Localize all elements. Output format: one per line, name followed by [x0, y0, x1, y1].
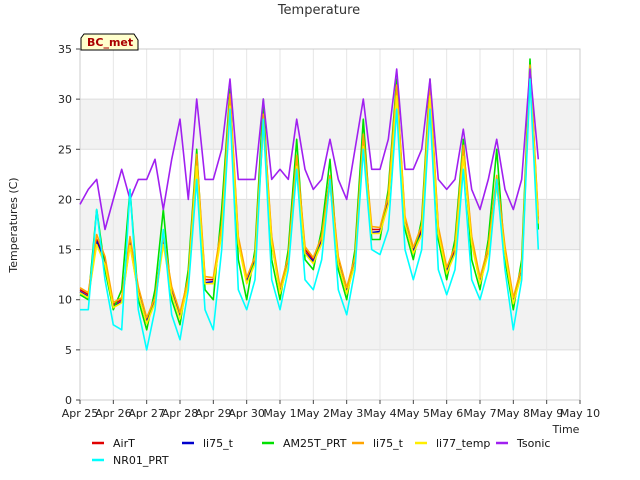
y-tick-label: 20: [58, 193, 72, 206]
x-tick-label: Apr 28: [162, 407, 199, 420]
y-tick-label: 25: [58, 143, 72, 156]
legend-label: AirT: [113, 437, 135, 450]
x-tick-label: May 9: [530, 407, 563, 420]
legend-label: li77_temp: [436, 437, 490, 450]
legend-label: NR01_PRT: [113, 454, 169, 467]
x-tick-label: May 2: [297, 407, 330, 420]
legend-label: li75_t: [203, 437, 234, 450]
x-tick-label: Apr 27: [128, 407, 165, 420]
series-line-tsonic: [79, 68, 540, 231]
series-lines: [79, 58, 540, 351]
y-axis-ticks: 0 5 10 15 20 25 30 35: [58, 43, 80, 407]
y-tick-label: 35: [58, 43, 72, 56]
x-tick-label: Apr 30: [228, 407, 265, 420]
x-axis-label: Time: [552, 423, 580, 436]
plot-frame: [79, 48, 581, 401]
site-label: BC_met: [87, 36, 133, 49]
x-tick-label: May 3: [330, 407, 363, 420]
x-tick-label: Apr 26: [95, 407, 132, 420]
legend: AirT li75_t AM25T_PRT li75_t li77_temp Tsonic…: [92, 437, 550, 467]
y-tick-label: 10: [58, 294, 72, 307]
y-tick-label: 15: [58, 244, 72, 257]
y-tick-label: 30: [58, 93, 72, 106]
x-tick-label: May 5: [397, 407, 430, 420]
site-label-box: [80, 33, 139, 51]
x-tick-label: May 8: [497, 407, 530, 420]
y-axis-label: Temperatures (C): [7, 177, 20, 273]
x-tick-label: Apr 29: [195, 407, 232, 420]
legend-label: Tsonic: [516, 437, 550, 450]
y-tick-label: 5: [65, 344, 72, 357]
grid-band: [80, 299, 580, 350]
chart-title: Temperature: [277, 3, 360, 18]
series-line-nr01-prt: [80, 78, 540, 351]
legend-label: li75_t: [373, 437, 404, 450]
x-tick-label: May 1: [263, 407, 296, 420]
site-label-badge: BC_met: [80, 33, 139, 51]
y-tick-label: 0: [65, 394, 72, 407]
x-tick-label: May 7: [463, 407, 496, 420]
x-tick-label: May 6: [430, 407, 463, 420]
x-tick-label: May 4: [363, 407, 396, 420]
x-tick-label: Apr 25: [62, 407, 99, 420]
legend-label: AM25T_PRT: [283, 437, 347, 450]
x-tick-label: May 10: [560, 407, 600, 420]
